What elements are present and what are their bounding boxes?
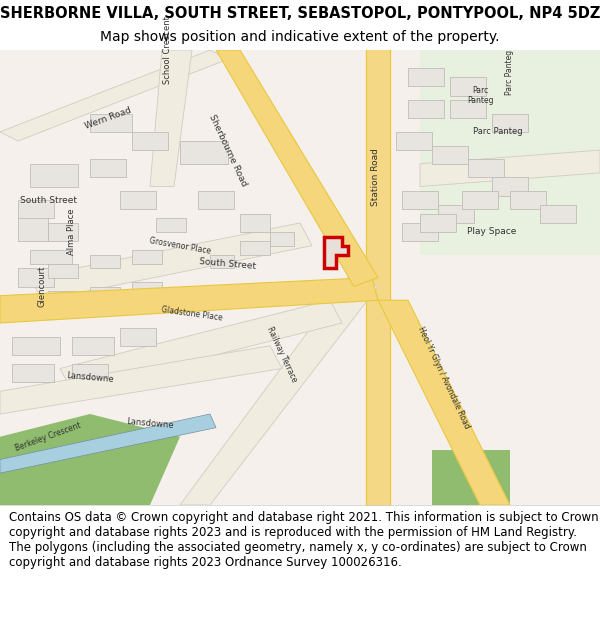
Bar xyxy=(510,191,546,209)
Polygon shape xyxy=(180,278,378,505)
Text: School Crescent: School Crescent xyxy=(163,16,173,84)
Bar xyxy=(210,255,234,268)
Bar xyxy=(90,114,132,132)
Bar xyxy=(30,164,78,186)
Bar xyxy=(156,218,186,232)
Bar xyxy=(72,337,114,355)
Polygon shape xyxy=(420,150,600,186)
Bar xyxy=(402,223,438,241)
Text: Grosvenor Place: Grosvenor Place xyxy=(149,236,211,256)
Bar xyxy=(48,223,78,241)
Polygon shape xyxy=(0,414,180,505)
Polygon shape xyxy=(0,346,282,414)
Bar xyxy=(12,337,60,355)
Polygon shape xyxy=(150,50,192,186)
Bar xyxy=(90,287,120,300)
Polygon shape xyxy=(0,278,378,323)
Text: Parc Panteg: Parc Panteg xyxy=(473,127,523,136)
Polygon shape xyxy=(378,300,510,505)
Text: Berkeley Crescent: Berkeley Crescent xyxy=(14,421,82,453)
Polygon shape xyxy=(30,223,312,300)
Text: Railway Terrace: Railway Terrace xyxy=(265,326,299,384)
Polygon shape xyxy=(0,414,216,473)
Bar xyxy=(270,232,294,246)
Bar xyxy=(12,364,54,382)
Text: Glencourt: Glencourt xyxy=(37,266,47,308)
Bar xyxy=(30,250,72,264)
Bar xyxy=(420,214,456,232)
Polygon shape xyxy=(216,50,378,287)
Bar xyxy=(48,291,78,305)
Text: Map shows position and indicative extent of the property.: Map shows position and indicative extent… xyxy=(100,31,500,44)
Bar xyxy=(18,268,54,287)
Bar xyxy=(240,214,270,232)
Text: South Street: South Street xyxy=(19,196,77,204)
Bar xyxy=(492,177,528,196)
Bar xyxy=(408,100,444,118)
Text: Parc Panteg: Parc Panteg xyxy=(505,50,515,95)
Bar xyxy=(462,191,498,209)
Bar xyxy=(132,250,162,264)
Bar xyxy=(120,191,156,209)
Bar xyxy=(18,200,54,218)
Bar xyxy=(396,132,432,150)
Bar xyxy=(402,191,438,209)
Text: Parc
Panteg: Parc Panteg xyxy=(467,86,493,105)
Text: Contains OS data © Crown copyright and database right 2021. This information is : Contains OS data © Crown copyright and d… xyxy=(9,511,599,569)
Polygon shape xyxy=(432,451,510,505)
Bar xyxy=(90,255,120,268)
Bar xyxy=(438,205,474,223)
Text: Lansdowne: Lansdowne xyxy=(126,416,174,429)
Bar xyxy=(408,68,444,86)
Text: SHERBORNE VILLA, SOUTH STREET, SEBASTOPOL, PONTYPOOL, NP4 5DZ: SHERBORNE VILLA, SOUTH STREET, SEBASTOPO… xyxy=(0,6,600,21)
Text: Gladstone Place: Gladstone Place xyxy=(161,305,223,322)
Text: Play Space: Play Space xyxy=(467,228,517,236)
Text: Sherbourne Road: Sherbourne Road xyxy=(208,112,248,188)
Polygon shape xyxy=(60,300,342,391)
Bar xyxy=(132,132,168,150)
Text: Station Road: Station Road xyxy=(371,149,380,206)
Bar xyxy=(432,146,468,164)
Bar xyxy=(18,214,48,241)
Bar xyxy=(48,264,78,278)
Bar xyxy=(120,328,156,346)
Bar xyxy=(540,205,576,223)
Text: Wern Road: Wern Road xyxy=(83,106,133,131)
Bar xyxy=(450,100,486,118)
Polygon shape xyxy=(324,236,348,268)
Bar xyxy=(132,282,162,296)
Bar xyxy=(492,114,528,132)
Bar xyxy=(198,191,234,209)
Bar xyxy=(240,241,270,255)
Bar xyxy=(468,159,504,177)
Text: Alma Place: Alma Place xyxy=(67,209,77,255)
Polygon shape xyxy=(0,50,228,141)
Bar xyxy=(72,364,108,378)
Text: South Street: South Street xyxy=(199,257,257,271)
Text: Lansdowne: Lansdowne xyxy=(66,371,114,384)
Bar xyxy=(450,78,486,96)
Polygon shape xyxy=(420,50,600,255)
Bar xyxy=(90,159,126,177)
Bar xyxy=(180,141,228,164)
Text: Heol Yr Glyn / Avondale Road: Heol Yr Glyn / Avondale Road xyxy=(416,325,472,430)
